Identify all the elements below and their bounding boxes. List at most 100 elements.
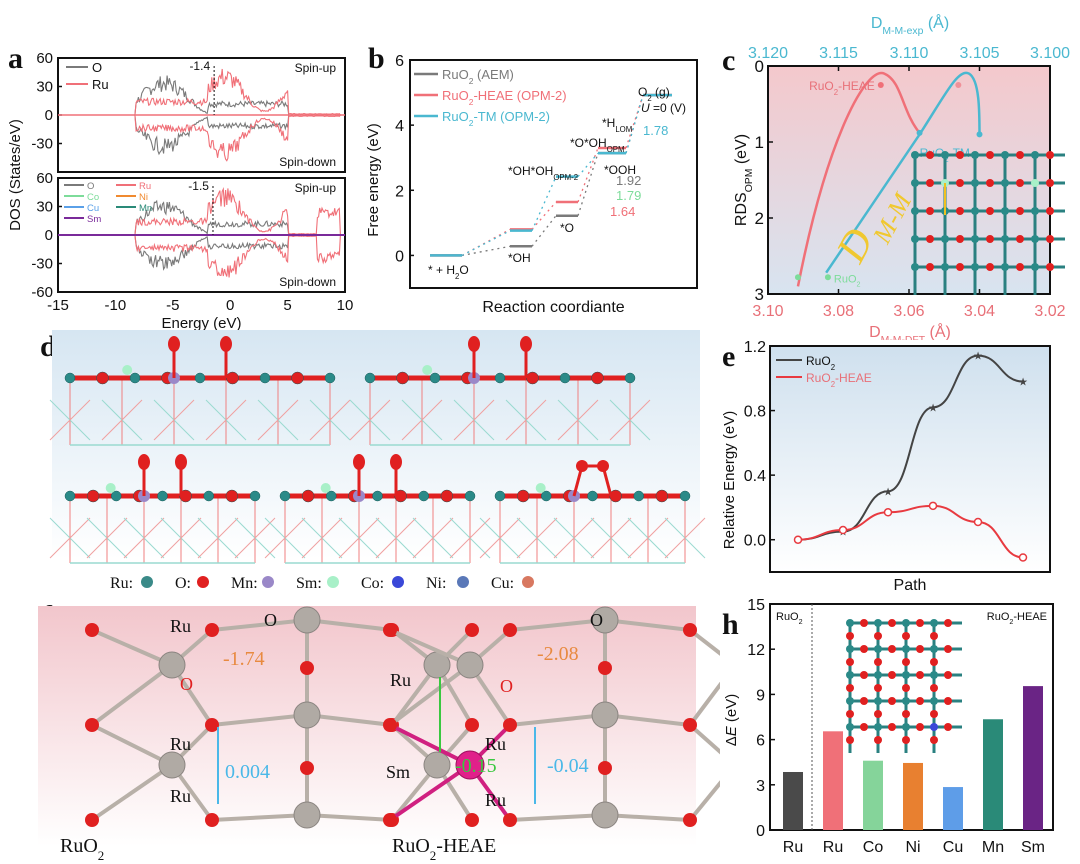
lattice-oxygen-atom — [846, 684, 854, 692]
x-tick-label: -15 — [47, 297, 69, 314]
substrate-bond — [449, 517, 491, 559]
bond — [389, 723, 471, 767]
connector-dotted — [531, 176, 557, 231]
y-tick-label: 0 — [755, 57, 764, 76]
substrate-bond — [205, 399, 247, 441]
y-tick-label: 30 — [36, 79, 53, 96]
step-label: O2 (g) — [638, 85, 670, 103]
data-point — [824, 274, 831, 281]
panel-b-free-energy-chart: Free energy (eV) Reaction coordiante 0 2 4 6 R… — [365, 53, 698, 316]
oxygen-atom — [465, 813, 479, 827]
data-point — [877, 82, 884, 88]
lattice-metal-atom — [971, 151, 979, 159]
substrate-bond — [609, 399, 651, 441]
substrate-bond — [627, 517, 669, 559]
atom-label-o: O — [500, 676, 513, 696]
lattice-oxygen-atom — [986, 179, 994, 187]
y-tick-label: 12 — [747, 642, 765, 659]
substrate-bond — [338, 517, 380, 559]
y-axis-label: DOS (States/eV) — [7, 119, 24, 231]
oxygen-atom — [383, 718, 397, 732]
lattice-oxygen-atom — [902, 684, 910, 692]
surface-atom — [301, 489, 315, 503]
legend-label: RuO2 (AEM) — [442, 67, 514, 86]
adsorbate-oxygen — [468, 336, 480, 352]
lattice-metal-atom — [1031, 263, 1039, 271]
x-tick-label: Mn — [982, 839, 1004, 856]
atom-label-ru: Ru — [170, 786, 191, 806]
surface-slab — [264, 454, 491, 564]
surface-atom — [203, 490, 214, 502]
legend-label: Mn — [139, 203, 152, 214]
y-tick-label: -30 — [31, 136, 53, 153]
substrate-bond — [375, 517, 417, 559]
surface-atom — [516, 489, 530, 503]
sm-atom — [455, 750, 485, 780]
lattice-oxygen-atom — [926, 179, 934, 187]
sm-atom — [122, 365, 133, 375]
lattice-metal-atom — [941, 263, 949, 271]
x-bottom-tick-label: 3.06 — [893, 303, 924, 320]
y-tick-label: 0 — [45, 227, 53, 244]
lattice-oxygen-atom — [916, 645, 924, 653]
lattice-oxygen-atom — [956, 235, 964, 243]
atom-label-ru: Ru — [170, 616, 191, 636]
substrate-bond — [264, 517, 306, 559]
lattice-metal-atom — [874, 697, 882, 705]
sm-atom — [422, 365, 433, 375]
panel-background — [38, 606, 696, 846]
panel-label-e: e — [722, 340, 736, 373]
substrate-bond — [453, 399, 495, 441]
lattice-oxygen-atom — [902, 632, 910, 640]
y-tick-label: 6 — [756, 733, 765, 750]
lattice-metal-atom — [874, 671, 882, 679]
curve-heae — [796, 71, 921, 287]
overpotential-label: 1.79 — [616, 188, 641, 203]
y-tick-label: 0.8 — [744, 404, 766, 421]
atom-label-ru: Ru — [485, 790, 506, 810]
substrate-bond — [664, 517, 706, 559]
oxygen-atom — [205, 623, 219, 637]
lattice-oxygen-atom — [930, 684, 938, 692]
y-tick-label: 9 — [756, 687, 765, 704]
element-legend-label: Mn: — [231, 575, 258, 592]
bond — [509, 813, 606, 822]
data-point — [973, 517, 983, 527]
lattice-oxygen-atom — [860, 697, 868, 705]
sm-atom — [535, 483, 546, 493]
lattice-oxygen-atom — [888, 697, 896, 705]
y-tick-label: 1.2 — [744, 339, 766, 356]
connector-dotted — [577, 152, 599, 178]
surface-atom — [624, 372, 636, 384]
lattice-oxygen-atom — [944, 697, 952, 705]
legend-label: Ru — [92, 77, 109, 92]
oxygen-atom — [598, 761, 612, 775]
lattice-oxygen-atom — [926, 235, 934, 243]
lattice-oxygen-atom — [986, 207, 994, 215]
panel-a-dos-chart: DOS (States/eV) Energy (eV) -15 -10 -5 0 5 10 60… — [7, 50, 353, 332]
legend-label: Sm — [87, 214, 101, 225]
y-tick-label: 2 — [755, 209, 764, 228]
point-label: RuO2 — [834, 273, 861, 288]
bond — [306, 713, 393, 727]
lattice-oxygen-atom — [956, 207, 964, 215]
surface-atom — [64, 372, 76, 384]
overpotential-label: 1.92 — [616, 173, 641, 188]
x-top-axis-label: DM-M-exp (Å) — [871, 13, 949, 37]
ru-atom — [591, 606, 619, 634]
lattice-metal-atom — [846, 697, 854, 705]
lattice-oxygen-atom — [1046, 207, 1054, 215]
d-band-center-label: -1.5 — [188, 179, 209, 193]
lattice-oxygen-atom — [986, 151, 994, 159]
intermediate-label: *OH*OHOPM-2 — [508, 164, 578, 182]
lattice-oxygen-atom — [956, 263, 964, 271]
x-bottom-tick-label: 3.08 — [823, 303, 854, 320]
lattice-oxygen-atom — [874, 684, 882, 692]
surface-slab — [479, 460, 706, 564]
surface-atom — [526, 371, 539, 385]
lattice-metal-atom — [1031, 207, 1039, 215]
lattice-metal-atom — [971, 235, 979, 243]
charge-value: -2.08 — [537, 643, 579, 665]
y-tick-label: 0 — [756, 823, 765, 840]
oxygen-atom — [598, 661, 612, 675]
